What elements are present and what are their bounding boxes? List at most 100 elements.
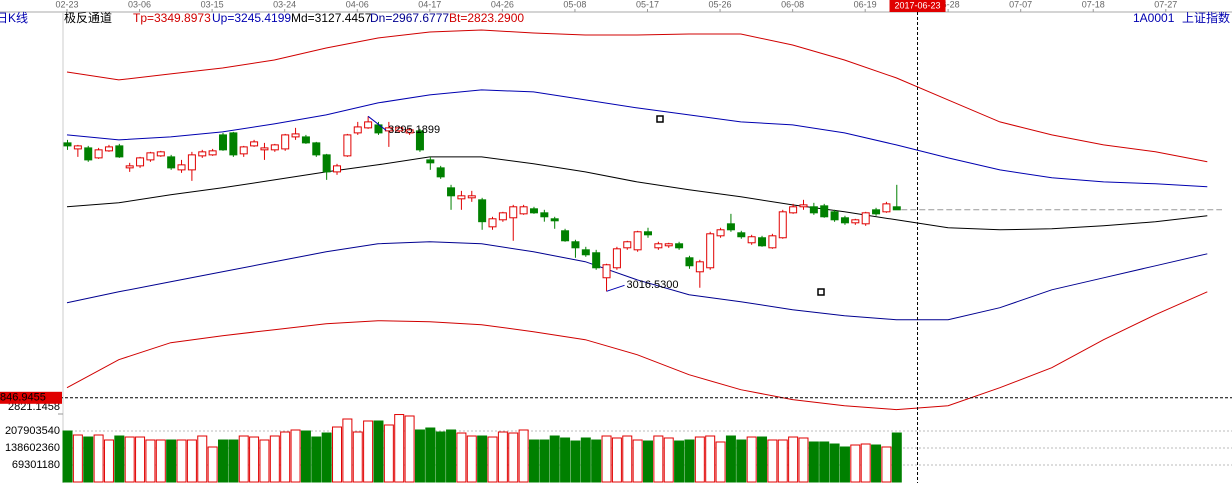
volume-bar [715, 441, 726, 483]
indicator-value: Tp=3349.8973 [133, 11, 211, 25]
volume-bar [528, 439, 539, 483]
candle-body [250, 141, 259, 147]
crosshair-date: 2017-06-23 [894, 0, 940, 10]
volume-bar [62, 430, 73, 483]
x-tick-label: 05-26 [709, 0, 732, 9]
volume-bar [155, 439, 166, 483]
volume-bar [425, 427, 436, 483]
candle-body [644, 231, 652, 236]
indicator-value: Dn=2967.6777 [370, 11, 449, 25]
marker [817, 288, 825, 296]
volume-bar [124, 436, 135, 483]
candle-body [239, 146, 248, 155]
volume-bar [860, 443, 871, 483]
volume-bar [839, 446, 850, 483]
volume-bar [757, 436, 768, 483]
candle-body [73, 145, 82, 150]
y-tick-label: 2821.1458 [8, 401, 60, 413]
index-name: 上证指数 [1182, 10, 1230, 25]
candle-body [291, 133, 300, 138]
annotation: 3295.1899 [388, 124, 440, 136]
candle-body [809, 206, 818, 214]
volume-bar [363, 420, 374, 483]
volume-bar [611, 437, 622, 483]
candle-body [747, 236, 756, 244]
channel-line [66, 156, 1208, 231]
volume-bar [477, 435, 488, 483]
candle-body [322, 154, 331, 173]
volume-bar [145, 439, 156, 483]
candle-body [581, 249, 590, 256]
candle-body [799, 204, 808, 208]
candle-body [851, 219, 860, 224]
candle-body [561, 230, 570, 242]
volume-bar [269, 435, 280, 483]
period-label: 日K线 [0, 11, 28, 25]
channel-line [66, 29, 1208, 163]
volume-bar [891, 432, 902, 483]
volume-bar [435, 431, 446, 483]
candle-body [872, 209, 881, 215]
indicator-value: Md=3127.4457 [291, 11, 372, 25]
volume-bar [466, 435, 477, 483]
volume-bar [259, 439, 270, 483]
candle-body [125, 165, 134, 169]
volume-bar [280, 431, 291, 483]
volume-bar [736, 439, 747, 483]
candle-body [198, 151, 207, 157]
volume-bar [352, 431, 363, 483]
volume-bar [176, 439, 187, 483]
candle-body [519, 206, 528, 215]
symbol: 1A0001 [1133, 11, 1175, 25]
candle-body [187, 154, 196, 171]
candle-body [353, 126, 362, 134]
candle-body [529, 208, 538, 214]
volume-bar [197, 435, 208, 483]
volume-tick-label: 207903540 [5, 425, 60, 437]
candle-body [716, 229, 725, 237]
volume-bar [881, 446, 892, 483]
x-tick-label: 04-26 [491, 0, 514, 9]
candle-body [654, 243, 663, 249]
x-tick-label: 03-06 [128, 0, 151, 9]
candle-body [84, 147, 93, 161]
volume-bar [373, 420, 384, 483]
volume-bar [446, 429, 457, 483]
candle-body [301, 136, 310, 144]
candle-body [395, 127, 404, 132]
volume-bar [332, 426, 343, 483]
x-tick-label: 02-23 [55, 0, 78, 9]
volume-bar [591, 439, 602, 483]
volume-bar [321, 432, 332, 483]
volume-bar [456, 432, 467, 483]
candle-body [882, 203, 891, 213]
annotation: 3016.5300 [627, 279, 679, 291]
candle-body [343, 134, 352, 157]
volume-bar [580, 437, 591, 483]
volume-bar [788, 436, 799, 483]
volume-bar [497, 431, 508, 483]
candle-body [778, 211, 787, 239]
volume-bar [694, 436, 705, 483]
candle-body [623, 241, 632, 249]
x-tick-label: 04-17 [418, 0, 441, 9]
volume-bar [653, 435, 664, 483]
x-tick-label: 03-15 [201, 0, 224, 9]
candle-body [498, 212, 507, 221]
candle-body [840, 217, 849, 224]
volume-bar [819, 441, 830, 483]
candle-body [478, 199, 487, 223]
candle-body [177, 164, 186, 171]
volume-bar [549, 435, 560, 483]
x-tick-label: 06-08 [781, 0, 804, 9]
candle-body [104, 146, 113, 152]
candle-body [467, 195, 476, 199]
x-tick-label: 07-18 [1082, 0, 1105, 9]
volume-bar [93, 434, 104, 483]
candle-body [436, 167, 445, 178]
candle-body [861, 212, 870, 225]
volume-bar [238, 435, 249, 483]
volume-bar [684, 439, 695, 483]
volume-bar [228, 439, 239, 483]
